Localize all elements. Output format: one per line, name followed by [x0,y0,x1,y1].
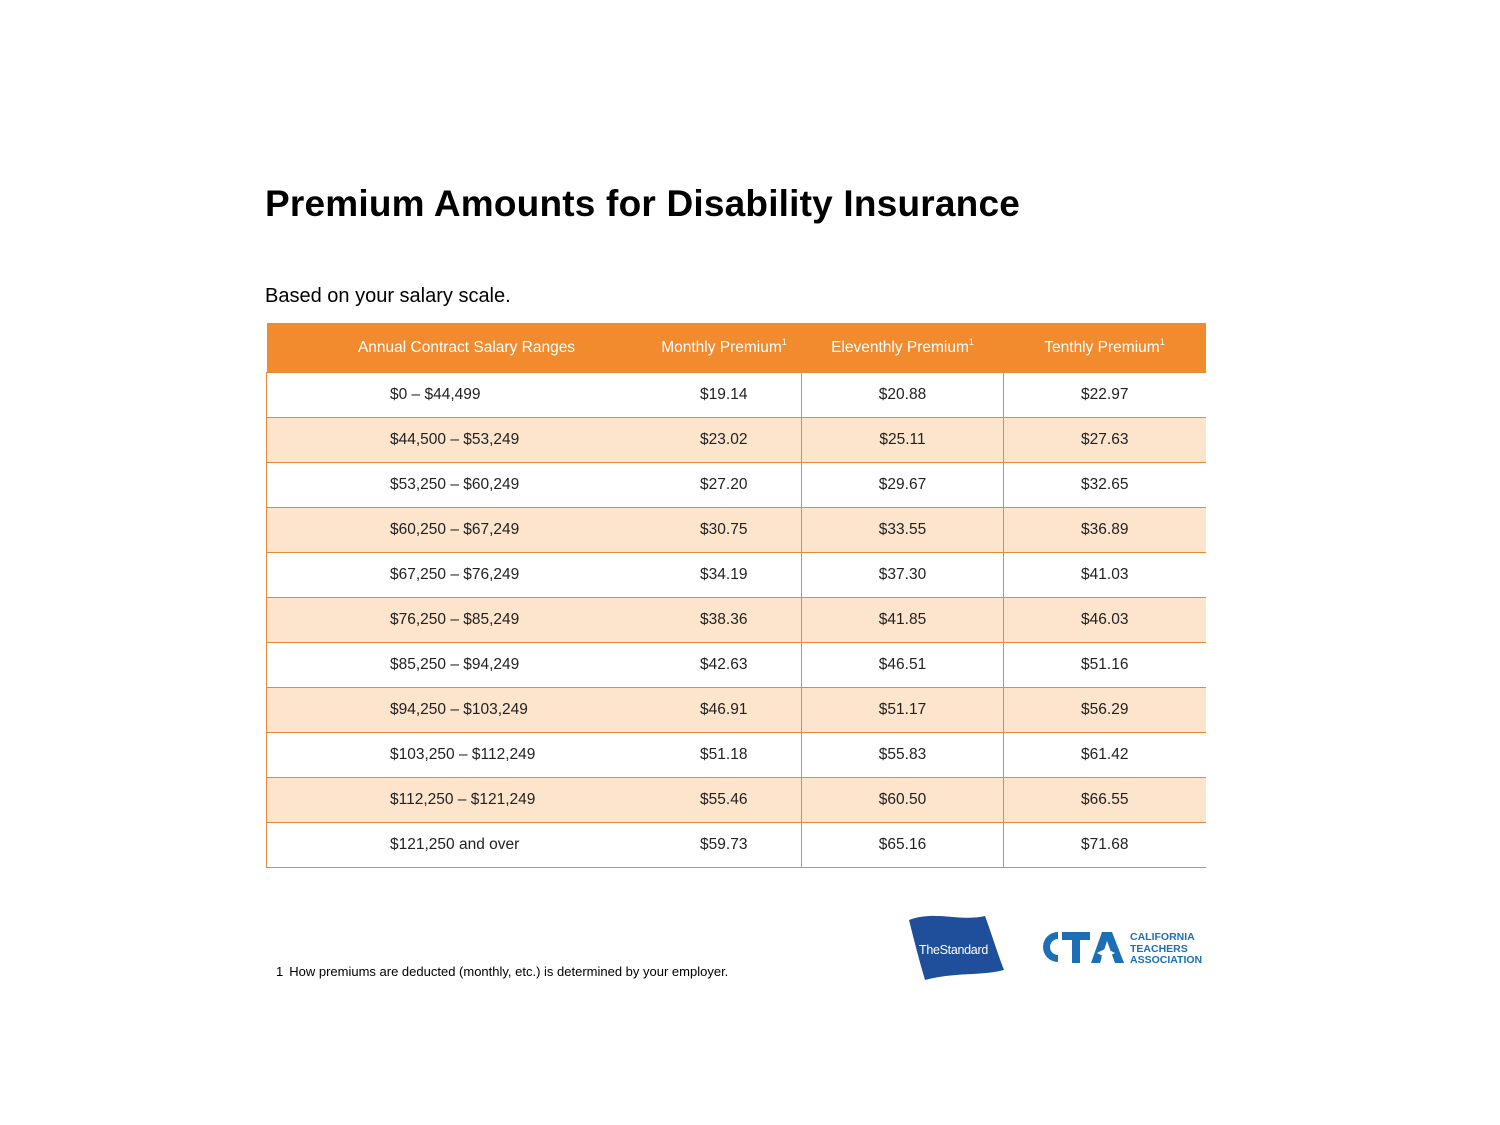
the-standard-logo: TheStandard [909,915,1004,980]
standard-flag-shape [909,915,1004,980]
table-body: $0 – $44,499 $19.14 $20.88 $22.97 $44,500 – … [266,372,1206,868]
cta-name-line: CALIFORNIA [1130,931,1195,943]
cell-tenthly-premium: $56.29 [1003,687,1206,733]
cta-logo-a [1091,932,1124,963]
cell-monthly-premium: $23.02 [646,417,802,463]
cell-monthly-premium: $55.46 [646,777,802,823]
cell-eleventhly-premium: $29.67 [801,462,1004,508]
cell-salary-range: $53,250 – $60,249 [266,462,647,508]
footnote-number: 1 [276,964,284,979]
cell-eleventhly-premium: $37.30 [801,552,1004,598]
cell-monthly-premium: $59.73 [646,822,802,868]
cell-tenthly-premium: $66.55 [1003,777,1206,823]
cell-eleventhly-premium: $51.17 [801,687,1004,733]
table-row: $85,250 – $94,249 $42.63 $46.51 $51.16 [266,642,1206,688]
page-title: Premium Amounts for Disability Insurance [265,183,1021,224]
cell-monthly-premium: $46.91 [646,687,802,733]
cell-eleventhly-premium: $33.55 [801,507,1004,553]
cell-eleventhly-premium: $20.88 [801,372,1004,418]
cta-name-line: ASSOCIATION [1130,954,1203,966]
table-row: $121,250 and over $59.73 $65.16 $71.68 [266,822,1206,868]
table-row: $44,500 – $53,249 $23.02 $25.11 $27.63 [266,417,1206,463]
cell-monthly-premium: $19.14 [646,372,802,418]
table-header-row: Annual Contract Salary Ranges Monthly Pr… [266,323,1206,373]
cell-eleventhly-premium: $55.83 [801,732,1004,778]
cell-tenthly-premium: $51.16 [1003,642,1206,688]
table-row: $67,250 – $76,249 $34.19 $37.30 $41.03 [266,552,1206,598]
cta-name: CALIFORNIA TEACHERS ASSOCIATION [1130,931,1203,967]
page-subtitle: Based on your salary scale. [265,285,511,307]
cta-name-line: TEACHERS [1130,942,1188,955]
cell-monthly-premium: $38.36 [646,597,802,643]
table-row: $112,250 – $121,249 $55.46 $60.50 $66.55 [266,777,1206,823]
cell-salary-range: $44,500 – $53,249 [266,417,647,463]
footnote-marker: 1 [968,336,974,347]
cell-salary-range: $112,250 – $121,249 [266,777,647,823]
cell-tenthly-premium: $41.03 [1003,552,1206,598]
cell-tenthly-premium: $22.97 [1003,372,1206,418]
header-eleventhly-premium: Eleventhly Premium1 [801,323,1004,373]
cell-monthly-premium: $30.75 [646,507,802,553]
footnote: 1 How premiums are deducted (monthly, etc… [276,964,728,979]
cell-monthly-premium: $34.19 [646,552,802,598]
cell-salary-range: $94,250 – $103,249 [266,687,647,733]
table-row: $103,250 – $112,249 $51.18 $55.83 $61.42 [266,732,1206,778]
header-tenthly-premium: Tenthly Premium1 [1003,323,1206,373]
table-row: $60,250 – $67,249 $30.75 $33.55 $36.89 [266,507,1206,553]
cta-logo-c [1043,932,1058,962]
cell-monthly-premium: $42.63 [646,642,802,688]
footnote-marker: 1 [1159,336,1165,347]
cell-tenthly-premium: $61.42 [1003,732,1206,778]
header-salary-ranges: Annual Contract Salary Ranges [266,323,647,373]
cell-eleventhly-premium: $46.51 [801,642,1004,688]
mortarboard-icon [1096,948,1116,961]
cell-eleventhly-premium: $65.16 [801,822,1004,868]
cell-salary-range: $76,250 – $85,249 [266,597,647,643]
cell-salary-range: $67,250 – $76,249 [266,552,647,598]
cell-tenthly-premium: $71.68 [1003,822,1206,868]
cell-salary-range: $121,250 and over [266,822,647,868]
premium-table: Annual Contract Salary Ranges Monthly Pr… [266,323,1206,868]
cell-salary-range: $85,250 – $94,249 [266,642,647,688]
cell-eleventhly-premium: $41.85 [801,597,1004,643]
cell-tenthly-premium: $27.63 [1003,417,1206,463]
cell-eleventhly-premium: $60.50 [801,777,1004,823]
cell-tenthly-premium: $32.65 [1003,462,1206,508]
footnote-text: How premiums are deducted (monthly, etc.… [289,964,729,979]
cta-logo [1043,932,1124,963]
cell-tenthly-premium: $36.89 [1003,507,1206,553]
standard-logo-text: TheStandard [919,943,988,957]
cta-logo-t [1062,932,1090,963]
table-row: $94,250 – $103,249 $46.91 $51.17 $56.29 [266,687,1206,733]
cell-salary-range: $0 – $44,499 [266,372,647,418]
table-row: $53,250 – $60,249 $27.20 $29.67 $32.65 [266,462,1206,508]
cell-monthly-premium: $27.20 [646,462,802,508]
cell-monthly-premium: $51.18 [646,732,802,778]
cell-tenthly-premium: $46.03 [1003,597,1206,643]
cell-eleventhly-premium: $25.11 [801,417,1004,463]
table-row: $76,250 – $85,249 $38.36 $41.85 $46.03 [266,597,1206,643]
table-row: $0 – $44,499 $19.14 $20.88 $22.97 [266,372,1206,418]
cell-salary-range: $103,250 – $112,249 [266,732,647,778]
header-monthly-premium: Monthly Premium1 [646,323,802,373]
footnote-marker: 1 [781,336,787,347]
cell-salary-range: $60,250 – $67,249 [266,507,647,553]
